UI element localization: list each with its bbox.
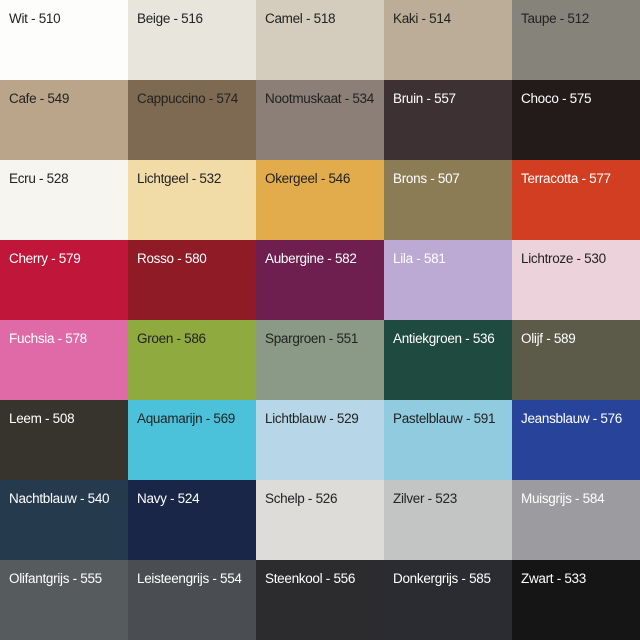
swatch-label: Aubergine - 582 bbox=[265, 251, 357, 266]
color-swatch[interactable]: Groen - 586 bbox=[128, 320, 256, 400]
color-swatch[interactable]: Donkergrijs - 585 bbox=[384, 560, 512, 640]
color-swatch[interactable]: Aubergine - 582 bbox=[256, 240, 384, 320]
color-swatch[interactable]: Camel - 518 bbox=[256, 0, 384, 80]
swatch-label: Steenkool - 556 bbox=[265, 571, 356, 586]
swatch-label: Fuchsia - 578 bbox=[9, 331, 87, 346]
color-swatch[interactable]: Lichtgeel - 532 bbox=[128, 160, 256, 240]
color-swatch[interactable]: Cherry - 579 bbox=[0, 240, 128, 320]
swatch-label: Donkergrijs - 585 bbox=[393, 571, 491, 586]
swatch-label: Nootmuskaat - 534 bbox=[265, 91, 374, 106]
swatch-label: Muisgrijs - 584 bbox=[521, 491, 605, 506]
color-swatch[interactable]: Bruin - 557 bbox=[384, 80, 512, 160]
swatch-label: Ecru - 528 bbox=[9, 171, 69, 186]
color-swatch[interactable]: Nachtblauw - 540 bbox=[0, 480, 128, 560]
color-swatch[interactable]: Zilver - 523 bbox=[384, 480, 512, 560]
color-swatch[interactable]: Steenkool - 556 bbox=[256, 560, 384, 640]
swatch-label: Lichtroze - 530 bbox=[521, 251, 606, 266]
swatch-label: Zilver - 523 bbox=[393, 491, 457, 506]
color-swatch[interactable]: Brons - 507 bbox=[384, 160, 512, 240]
color-swatch[interactable]: Spargroen - 551 bbox=[256, 320, 384, 400]
color-swatch[interactable]: Nootmuskaat - 534 bbox=[256, 80, 384, 160]
color-swatch[interactable]: Ecru - 528 bbox=[0, 160, 128, 240]
color-swatch[interactable]: Aquamarijn - 569 bbox=[128, 400, 256, 480]
swatch-label: Lichtblauw - 529 bbox=[265, 411, 359, 426]
swatch-label: Brons - 507 bbox=[393, 171, 460, 186]
color-swatch[interactable]: Olifantgrijs - 555 bbox=[0, 560, 128, 640]
color-swatch[interactable]: Okergeel - 546 bbox=[256, 160, 384, 240]
swatch-label: Wit - 510 bbox=[9, 11, 61, 26]
color-swatch[interactable]: Rosso - 580 bbox=[128, 240, 256, 320]
swatch-label: Cappuccino - 574 bbox=[137, 91, 239, 106]
swatch-label: Lichtgeel - 532 bbox=[137, 171, 222, 186]
swatch-label: Antiekgroen - 536 bbox=[393, 331, 495, 346]
swatch-label: Beige - 516 bbox=[137, 11, 203, 26]
color-swatch[interactable]: Navy - 524 bbox=[128, 480, 256, 560]
swatch-label: Aquamarijn - 569 bbox=[137, 411, 236, 426]
swatch-label: Camel - 518 bbox=[265, 11, 336, 26]
swatch-label: Schelp - 526 bbox=[265, 491, 338, 506]
swatch-label: Leem - 508 bbox=[9, 411, 75, 426]
swatch-label: Leisteengrijs - 554 bbox=[137, 571, 242, 586]
color-swatch[interactable]: Cafe - 549 bbox=[0, 80, 128, 160]
color-swatch[interactable]: Choco - 575 bbox=[512, 80, 640, 160]
swatch-label: Groen - 586 bbox=[137, 331, 206, 346]
color-swatch[interactable]: Pastelblauw - 591 bbox=[384, 400, 512, 480]
color-swatch[interactable]: Taupe - 512 bbox=[512, 0, 640, 80]
color-swatch[interactable]: Fuchsia - 578 bbox=[0, 320, 128, 400]
swatch-label: Taupe - 512 bbox=[521, 11, 590, 26]
color-swatch[interactable]: Cappuccino - 574 bbox=[128, 80, 256, 160]
swatch-label: Nachtblauw - 540 bbox=[9, 491, 110, 506]
color-swatch[interactable]: Wit - 510 bbox=[0, 0, 128, 80]
swatch-label: Zwart - 533 bbox=[521, 571, 586, 586]
color-swatch[interactable]: Lila - 581 bbox=[384, 240, 512, 320]
swatch-label: Spargroen - 551 bbox=[265, 331, 359, 346]
color-swatch[interactable]: Jeansblauw - 576 bbox=[512, 400, 640, 480]
color-swatch[interactable]: Leisteengrijs - 554 bbox=[128, 560, 256, 640]
color-swatch[interactable]: Lichtroze - 530 bbox=[512, 240, 640, 320]
color-swatch[interactable]: Antiekgroen - 536 bbox=[384, 320, 512, 400]
color-swatch[interactable]: Terracotta - 577 bbox=[512, 160, 640, 240]
swatch-label: Lila - 581 bbox=[393, 251, 446, 266]
swatch-label: Jeansblauw - 576 bbox=[521, 411, 623, 426]
swatch-label: Cafe - 549 bbox=[9, 91, 70, 106]
swatch-label: Olifantgrijs - 555 bbox=[9, 571, 102, 586]
color-swatch[interactable]: Muisgrijs - 584 bbox=[512, 480, 640, 560]
color-swatch[interactable]: Zwart - 533 bbox=[512, 560, 640, 640]
color-swatch[interactable]: Olijf - 589 bbox=[512, 320, 640, 400]
color-swatch[interactable]: Beige - 516 bbox=[128, 0, 256, 80]
swatch-label: Kaki - 514 bbox=[393, 11, 451, 26]
swatch-label: Cherry - 579 bbox=[9, 251, 81, 266]
swatch-label: Terracotta - 577 bbox=[521, 171, 611, 186]
color-swatch[interactable]: Leem - 508 bbox=[0, 400, 128, 480]
swatch-label: Bruin - 557 bbox=[393, 91, 456, 106]
swatch-label: Pastelblauw - 591 bbox=[393, 411, 496, 426]
swatch-label: Olijf - 589 bbox=[521, 331, 576, 346]
swatch-label: Choco - 575 bbox=[521, 91, 592, 106]
swatch-label: Rosso - 580 bbox=[137, 251, 207, 266]
color-swatch[interactable]: Lichtblauw - 529 bbox=[256, 400, 384, 480]
swatch-label: Okergeel - 546 bbox=[265, 171, 351, 186]
swatch-label: Navy - 524 bbox=[137, 491, 200, 506]
color-swatch[interactable]: Kaki - 514 bbox=[384, 0, 512, 80]
color-swatch[interactable]: Schelp - 526 bbox=[256, 480, 384, 560]
